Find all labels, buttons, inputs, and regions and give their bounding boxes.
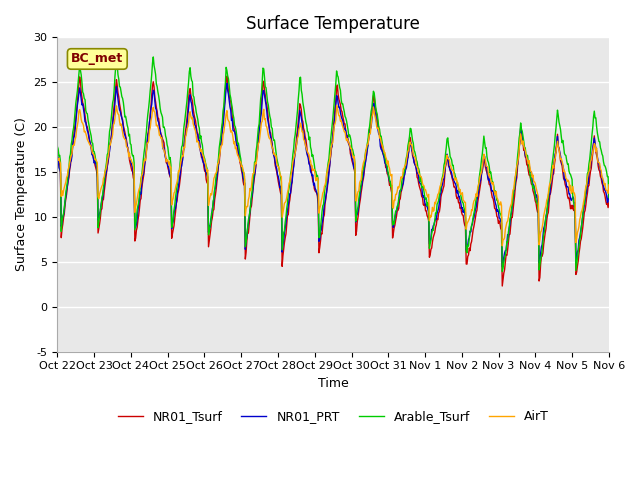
AirT <box>401 163 409 168</box>
AirT <box>605 182 612 188</box>
Arable_Tsurf <box>605 195 612 201</box>
AirT <box>54 155 61 160</box>
Arable_Tsurf <box>54 144 61 149</box>
Legend: NR01_Tsurf, NR01_PRT, Arable_Tsurf, AirT: NR01_Tsurf, NR01_PRT, Arable_Tsurf, AirT <box>113 405 554 428</box>
NR01_Tsurf <box>205 238 213 243</box>
NR01_PRT <box>63 183 71 189</box>
AirT <box>176 164 184 169</box>
NR01_Tsurf <box>499 283 506 289</box>
NR01_Tsurf <box>54 152 61 158</box>
NR01_PRT <box>499 264 506 269</box>
NR01_Tsurf <box>63 183 71 189</box>
NR01_PRT <box>120 131 128 136</box>
Arable_Tsurf <box>417 174 425 180</box>
NR01_Tsurf <box>605 199 612 205</box>
AirT <box>63 173 71 179</box>
Arable_Tsurf <box>121 114 129 120</box>
Line: NR01_PRT: NR01_PRT <box>58 84 609 266</box>
NR01_Tsurf <box>401 168 409 173</box>
AirT <box>205 198 213 204</box>
Y-axis label: Surface Temperature (C): Surface Temperature (C) <box>15 118 28 271</box>
NR01_Tsurf <box>417 189 425 194</box>
AirT <box>417 174 425 180</box>
Arable_Tsurf <box>206 223 214 228</box>
AirT <box>499 243 506 249</box>
NR01_PRT <box>401 171 409 177</box>
Arable_Tsurf <box>113 53 120 59</box>
AirT <box>120 135 128 141</box>
NR01_PRT <box>417 181 425 187</box>
Text: BC_met: BC_met <box>71 52 124 65</box>
NR01_PRT <box>54 154 61 159</box>
NR01_PRT <box>176 171 184 177</box>
Line: NR01_Tsurf: NR01_Tsurf <box>58 76 609 286</box>
Line: AirT: AirT <box>58 106 609 246</box>
NR01_Tsurf <box>223 73 231 79</box>
AirT <box>333 103 340 108</box>
X-axis label: Time: Time <box>318 377 349 390</box>
NR01_Tsurf <box>176 177 184 182</box>
Arable_Tsurf <box>177 151 185 156</box>
Arable_Tsurf <box>63 179 71 184</box>
NR01_PRT <box>205 223 213 229</box>
Arable_Tsurf <box>401 167 409 172</box>
Title: Surface Temperature: Surface Temperature <box>246 15 420 33</box>
NR01_PRT <box>605 188 612 193</box>
NR01_Tsurf <box>120 126 128 132</box>
NR01_PRT <box>223 81 231 86</box>
Line: Arable_Tsurf: Arable_Tsurf <box>58 56 609 272</box>
Arable_Tsurf <box>499 269 506 275</box>
